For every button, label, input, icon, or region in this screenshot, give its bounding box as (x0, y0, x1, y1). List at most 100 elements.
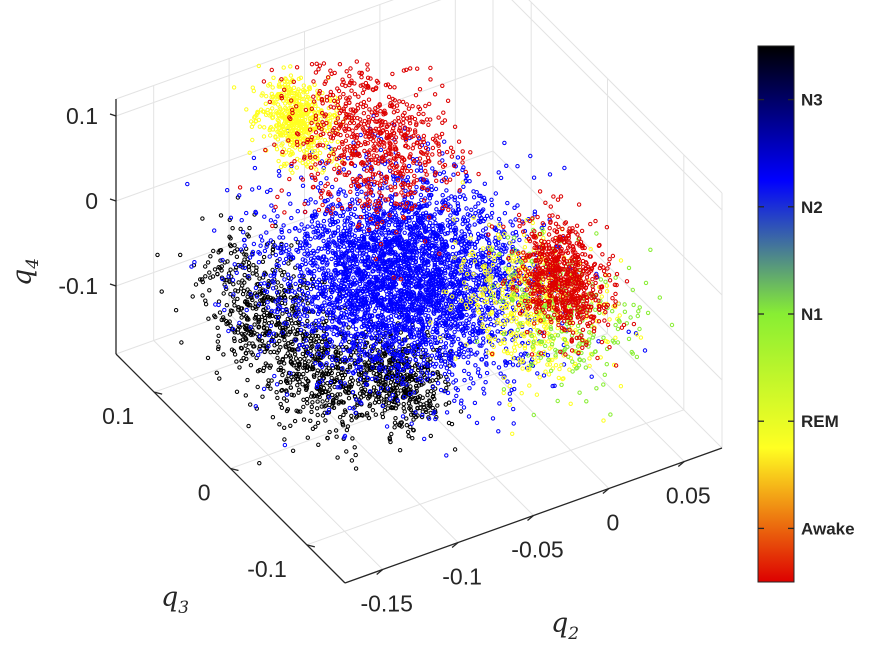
point-n3 (398, 420, 403, 425)
point-n2 (472, 222, 477, 227)
point-n2 (361, 229, 367, 234)
point-n3 (270, 251, 275, 256)
point-n3 (238, 226, 243, 232)
point-n3 (413, 414, 419, 420)
point-n2 (276, 169, 282, 174)
point-n2 (443, 345, 448, 350)
point-n2 (280, 235, 286, 240)
point-n3 (356, 381, 361, 387)
point-n3 (419, 414, 425, 420)
point-n3 (289, 392, 294, 397)
point-n2 (272, 373, 277, 379)
point-n3 (228, 323, 233, 328)
point-n3 (344, 427, 350, 433)
point-n3 (198, 277, 203, 282)
point-n3 (332, 344, 337, 349)
point-n2 (474, 239, 480, 245)
point-n3 (436, 375, 441, 380)
point-n2 (444, 366, 450, 371)
point-n3 (398, 372, 404, 378)
point-n2 (268, 273, 273, 278)
point-n3 (320, 413, 326, 418)
point-n3 (217, 248, 223, 253)
point-n2 (464, 206, 469, 211)
point-n3 (245, 377, 250, 383)
point-n3 (243, 351, 249, 356)
point-n3 (301, 397, 306, 402)
point-n3 (320, 390, 325, 396)
point-n3 (247, 225, 252, 231)
point-n2 (461, 354, 466, 360)
point-n2 (222, 307, 227, 313)
point-n3 (336, 350, 341, 355)
point-n3 (390, 386, 395, 391)
point-n2 (352, 206, 358, 212)
point-n2 (459, 398, 464, 403)
point-n3 (259, 338, 265, 344)
point-n2 (496, 365, 502, 370)
point-n3 (203, 274, 208, 279)
point-n2 (453, 378, 459, 383)
point-n2 (355, 261, 360, 267)
point-n3 (341, 412, 346, 418)
point-n2 (289, 215, 294, 221)
point-n2 (355, 191, 360, 197)
point-n3 (315, 368, 320, 373)
point-n3 (304, 387, 309, 392)
point-n3 (427, 399, 433, 404)
point-n3 (407, 406, 412, 411)
point-n3 (268, 386, 273, 391)
point-n2 (271, 338, 276, 344)
point-n2 (505, 200, 510, 206)
point-n3 (200, 293, 205, 298)
point-n2 (287, 229, 292, 234)
point-n3 (414, 385, 419, 391)
point-n2 (281, 246, 287, 251)
point-n2 (349, 333, 354, 339)
point-n3 (277, 338, 282, 344)
point-n3 (290, 448, 296, 453)
point-n3 (285, 341, 291, 346)
point-n3 (268, 295, 273, 301)
point-n2 (262, 281, 267, 286)
point-n3 (241, 260, 246, 265)
point-n3 (383, 379, 388, 385)
point-n3 (236, 280, 241, 285)
point-n3 (268, 350, 273, 355)
point-n3 (275, 355, 280, 361)
point-n3 (333, 428, 339, 433)
point-n3 (334, 377, 339, 383)
point-n3 (215, 325, 220, 330)
point-n2 (451, 172, 456, 177)
point-n2 (483, 317, 488, 322)
point-n3 (228, 251, 234, 256)
point-n3 (284, 377, 289, 382)
data-points (155, 59, 675, 471)
point-n3 (211, 248, 216, 254)
point-n3 (290, 347, 295, 352)
point-n3 (244, 252, 249, 257)
point-n3 (302, 360, 308, 365)
point-n3 (213, 314, 218, 320)
point-n3 (310, 366, 315, 371)
point-n3 (316, 392, 322, 397)
point-n3 (295, 377, 300, 382)
point-n3 (370, 408, 376, 413)
point-n3 (405, 429, 411, 435)
point-n2 (422, 436, 427, 442)
point-n3 (301, 404, 306, 410)
point-n3 (320, 279, 325, 285)
point-n3 (334, 376, 339, 381)
axes-box (109, 99, 723, 584)
point-n3 (377, 339, 382, 344)
point-n2 (473, 363, 478, 368)
point-n3 (316, 339, 322, 344)
point-n3 (231, 299, 237, 304)
point-n3 (255, 384, 260, 390)
point-n3 (366, 360, 371, 365)
point-n3 (315, 420, 321, 426)
point-n2 (232, 262, 237, 267)
point-n3 (413, 390, 418, 395)
point-n3 (335, 455, 340, 460)
point-n2 (442, 139, 447, 144)
